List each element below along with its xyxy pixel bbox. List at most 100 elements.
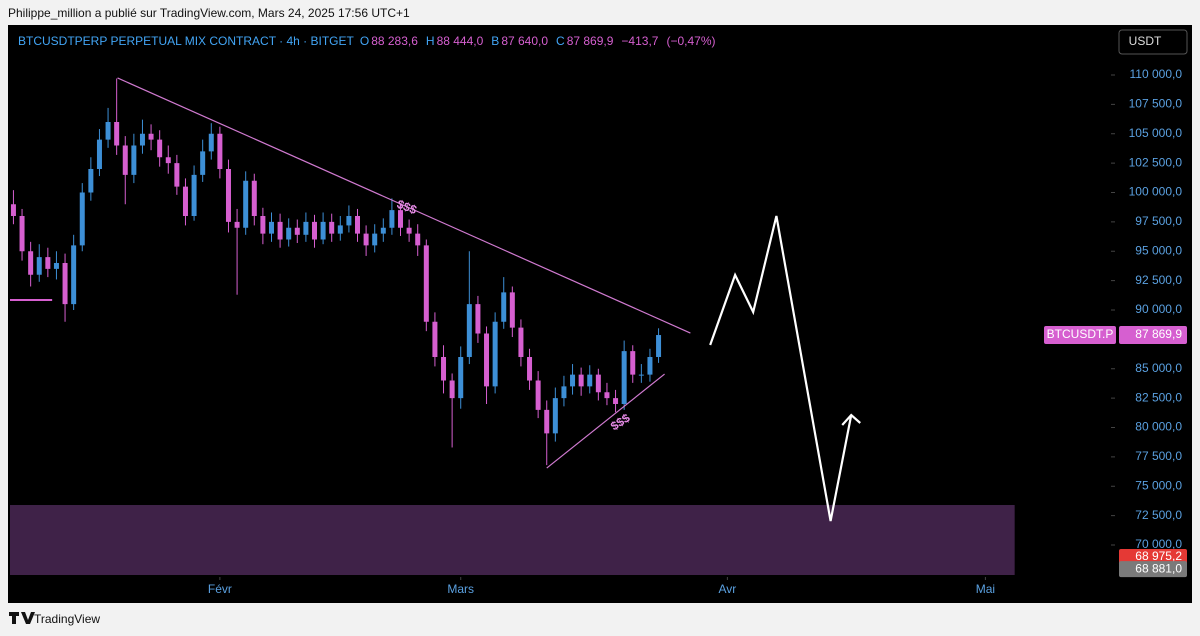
candle-body: [217, 133, 223, 169]
y-tick-label: 110 000,0: [1130, 67, 1183, 81]
y-tick-label: 75 000,0: [1135, 478, 1182, 492]
candle-body: [587, 374, 593, 387]
candle-body: [114, 121, 120, 146]
candle-body: [363, 233, 369, 246]
candle-body: [191, 174, 197, 216]
candle-body: [234, 221, 240, 228]
candle-body: [484, 333, 490, 387]
price-tag-value: 68 881,0: [1135, 561, 1182, 575]
candle-body: [28, 251, 34, 275]
candle-body: [449, 380, 455, 399]
annotation: $$$: [395, 197, 419, 217]
candle-body: [656, 335, 662, 357]
candle-body: [19, 215, 25, 252]
price-tag-value: 68 975,2: [1135, 549, 1182, 563]
y-tick-label: 100 000,0: [1129, 185, 1183, 199]
candle-body: [277, 221, 283, 240]
price-tag-value: 87 869,9: [1135, 327, 1182, 341]
candle-body: [182, 186, 188, 216]
candle-body: [243, 180, 249, 228]
currency-label: USDT: [1129, 34, 1162, 48]
candle-body: [527, 356, 533, 381]
candle-body: [535, 380, 541, 410]
legend-value: 87 869,9: [566, 34, 614, 48]
price-tag-name-bg: [1044, 326, 1116, 345]
y-tick-label: 95 000,0: [1135, 243, 1182, 257]
candle-body: [79, 192, 85, 246]
legend-key: B: [491, 34, 500, 48]
legend-title: BTCUSDTPERP PERPETUAL MIX CONTRACT · 4h …: [18, 34, 354, 48]
price-tag-bg: [1119, 561, 1187, 578]
y-tick-label: 70 000,0: [1135, 537, 1182, 551]
candle-body: [432, 321, 438, 357]
candle-body: [415, 233, 421, 246]
candle-body: [441, 356, 447, 381]
candle-body: [311, 221, 317, 240]
candle-body: [268, 221, 274, 234]
legend-value: 88 283,6: [371, 34, 418, 48]
candle-body: [10, 204, 16, 216]
y-tick-label: 72 500,0: [1135, 508, 1182, 522]
y-tick-label: 77 500,0: [1135, 449, 1182, 463]
candle-body: [71, 245, 77, 305]
candle-body: [578, 374, 584, 387]
x-tick-label: Avr: [718, 582, 736, 596]
candle-body: [53, 262, 59, 269]
candle-body: [148, 133, 154, 140]
legend-value: 87 640,0: [501, 34, 549, 48]
legend-change-pct: (−0,47%): [666, 34, 716, 48]
candle-body: [423, 245, 429, 322]
candle-body: [165, 157, 171, 164]
x-tick-label: Mars: [447, 582, 474, 596]
price-tag-bg: [1119, 549, 1187, 566]
brand-text: TradingView: [34, 612, 100, 626]
candle-body: [355, 215, 361, 234]
candle-body: [131, 145, 137, 175]
candle-body: [260, 215, 266, 234]
y-tick-label: 102 500,0: [1129, 155, 1183, 169]
price-tag-bg: [1119, 326, 1187, 345]
header-bar: [0, 0, 1200, 25]
header-text: Philippe_million a publié sur TradingVie…: [8, 6, 410, 20]
candle-body: [174, 163, 180, 187]
candle-body: [544, 409, 550, 434]
projection-arrowhead: [841, 413, 861, 426]
candle-body: [346, 215, 352, 226]
candle-body: [122, 145, 128, 175]
currency-button[interactable]: [1118, 29, 1188, 55]
legend-key: O: [359, 34, 370, 48]
demand-zone: [10, 505, 1015, 575]
candle-body: [389, 210, 395, 228]
candle-body: [157, 139, 163, 158]
candle-body: [518, 327, 524, 357]
candle-body: [251, 180, 257, 216]
candle-body: [398, 210, 404, 228]
candle-body: [337, 225, 343, 234]
y-tick-label: 107 500,0: [1129, 97, 1183, 111]
candle-body: [647, 356, 653, 375]
candle-body: [286, 227, 292, 240]
y-tick-label: 97 500,0: [1135, 214, 1182, 228]
candle-body: [139, 133, 145, 146]
y-tick-label: 82 500,0: [1135, 390, 1182, 404]
trendline: [546, 373, 665, 469]
candle-body: [570, 374, 576, 387]
candle-body: [458, 356, 464, 399]
candle-body: [200, 151, 206, 175]
x-tick-label: Mai: [976, 582, 995, 596]
candle-body: [630, 351, 636, 375]
candle-body: [380, 227, 386, 234]
legend: BTCUSDTPERP PERPETUAL MIX CONTRACT · 4h …: [18, 34, 724, 48]
candle-body: [320, 221, 326, 240]
legend-key: H: [425, 34, 435, 48]
candle-body: [105, 121, 111, 140]
candle-body: [208, 133, 214, 152]
y-tick-label: 85 000,0: [1135, 361, 1182, 375]
legend-value: 88 444,0: [436, 34, 484, 48]
candle-body: [62, 262, 68, 305]
candle-body: [303, 221, 309, 235]
x-tick-label: Févr: [208, 582, 232, 596]
candle-body: [225, 168, 231, 222]
